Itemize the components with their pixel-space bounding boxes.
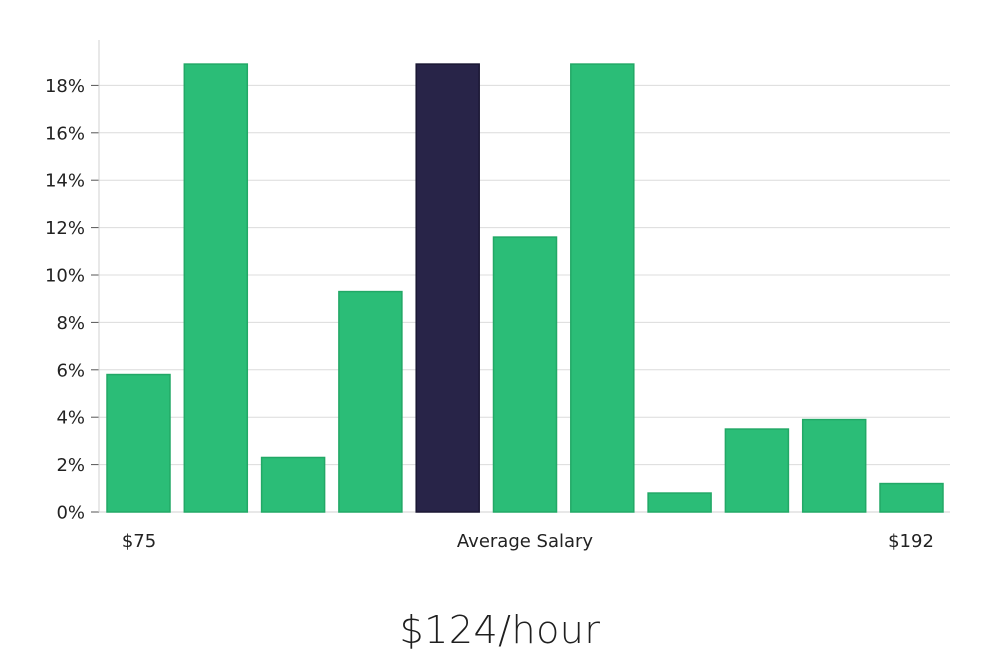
bar [801,418,867,513]
bar-average-highlight [415,63,480,513]
y-axis-ticks: 0% 2% 4% 6% 8% 10% 12% 14% 16% 18% [45,76,99,524]
bars [106,63,944,513]
y-tick-label: 8% [56,313,85,334]
y-tick-label: 6% [56,360,85,381]
average-salary-caption: $124/hour [399,608,601,652]
y-tick-label: 14% [45,171,85,192]
x-label-min: $75 [122,531,156,552]
bar [724,428,790,513]
bar [879,482,944,513]
y-tick-label: 10% [45,266,85,287]
x-label-average: Average Salary [457,531,594,552]
salary-distribution-chart: 0% 2% 4% 6% 8% 10% 12% 14% 16% 18% $75 Average Sa… [45,40,950,552]
y-tick-label: 12% [45,218,85,239]
y-tick-label: 16% [45,123,85,144]
bar [183,63,249,513]
bar [260,456,326,513]
bar [106,373,171,513]
y-tick-label: 18% [45,76,85,97]
y-tick-label: 4% [56,408,85,429]
x-label-max: $192 [888,531,934,552]
y-tick-label: 0% [56,503,85,524]
bar [570,63,635,513]
bar [338,290,403,513]
bar [492,236,558,513]
bar [647,492,712,513]
y-tick-label: 2% [56,455,85,476]
